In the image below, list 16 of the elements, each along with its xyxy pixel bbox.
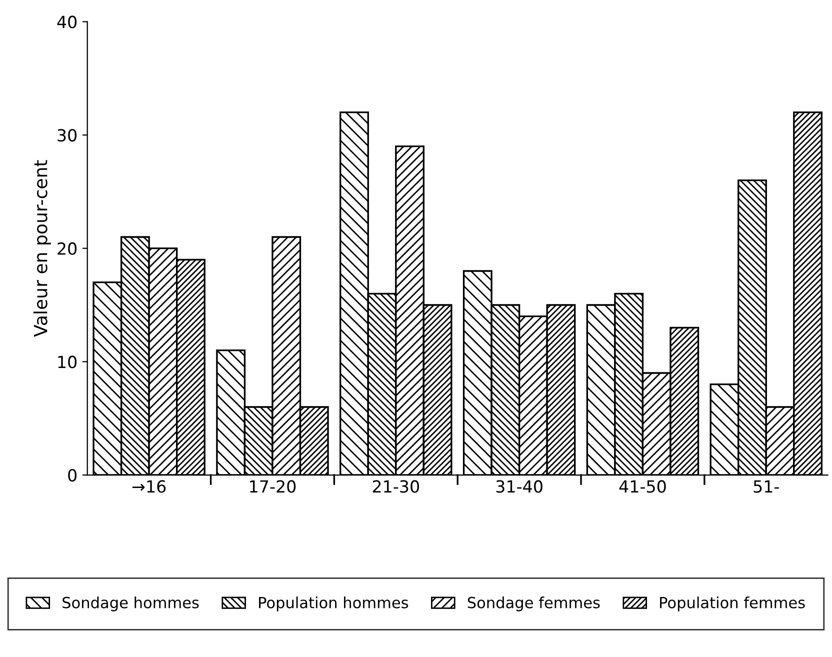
- x-tick-label: →16: [132, 480, 166, 493]
- legend-label: Population hommes: [259, 596, 408, 612]
- y-tick-label: 40: [57, 16, 77, 28]
- legend-label: Sondage femmes: [468, 596, 600, 612]
- y-axis-title: Valeur en pour-cent: [33, 160, 51, 337]
- legend-label: Sondage hommes: [62, 596, 199, 612]
- x-tick-label: 17-20: [250, 480, 296, 493]
- x-tick-label: 41-50: [619, 480, 666, 493]
- x-tick-label: 31-40: [496, 480, 542, 493]
- y-tick-label: 30: [58, 128, 77, 142]
- y-tick-label: 20: [58, 242, 77, 255]
- x-tick-label: 51-: [754, 480, 779, 493]
- x-tick-label: 21-30: [372, 480, 419, 493]
- y-tick-label: 0: [68, 468, 77, 482]
- legend-label: Population femmes: [660, 596, 805, 612]
- y-tick-label: 10: [58, 356, 77, 368]
